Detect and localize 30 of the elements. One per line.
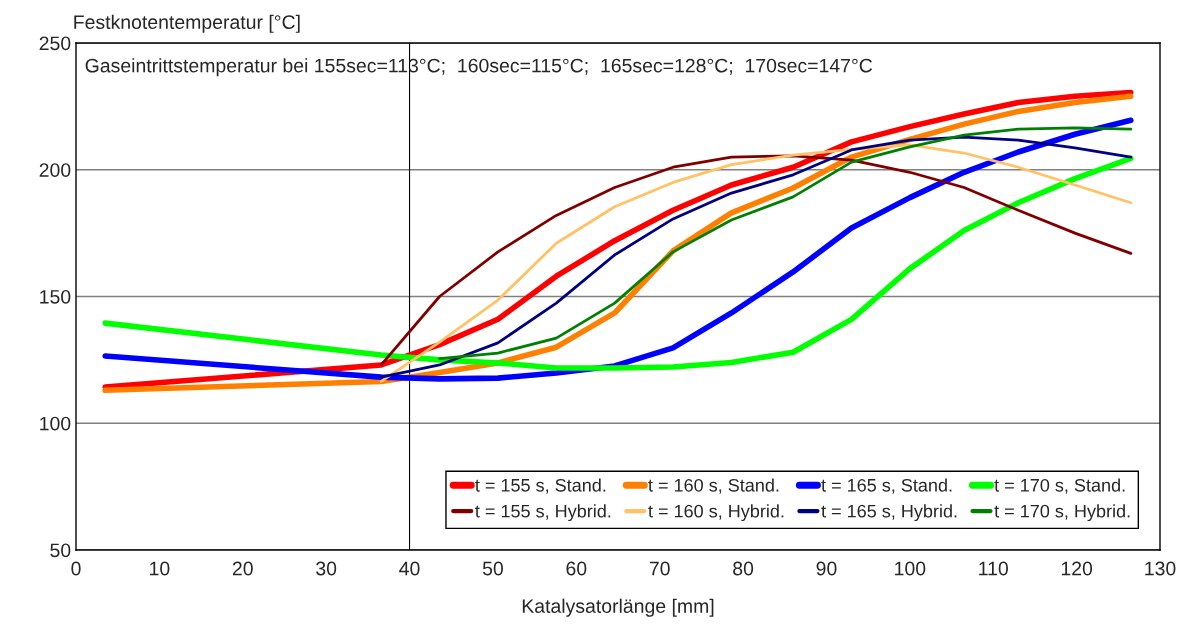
x-tick-label: 60 bbox=[566, 561, 587, 576]
legend-label: t = 170 s, Hybrid. bbox=[994, 504, 1130, 522]
legend-label: t = 165 s, Hybrid. bbox=[821, 504, 957, 522]
x-tick-label: 120 bbox=[1061, 561, 1093, 576]
y-axis-title: Festknotentemperatur [°C] bbox=[74, 14, 300, 33]
y-tick-label: 150 bbox=[40, 289, 71, 304]
x-tick-label: 20 bbox=[232, 561, 253, 576]
legend-label: t = 160 s, Stand. bbox=[648, 478, 779, 494]
legend-label: t = 170 s, Stand. bbox=[994, 478, 1125, 494]
x-tick-label: 80 bbox=[733, 561, 754, 576]
x-tick-label: 30 bbox=[316, 561, 337, 576]
x-tick-label: 100 bbox=[895, 561, 926, 576]
line-series bbox=[438, 126, 1133, 360]
legend-label: t = 160 s, Hybrid. bbox=[648, 504, 784, 522]
x-tick-label: 10 bbox=[150, 561, 170, 576]
x-tick-label: 110 bbox=[979, 561, 1008, 576]
x-axis-title: Katalysatorlänge [mm] bbox=[522, 598, 714, 617]
legend-label: t = 155 s, Hybrid. bbox=[475, 504, 611, 522]
x-tick-label: 0 bbox=[71, 561, 81, 576]
y-tick-label: 250 bbox=[39, 36, 71, 51]
x-tick-label: 70 bbox=[649, 561, 670, 576]
legend-label: t = 165 s, Stand. bbox=[821, 478, 952, 494]
legend-label: t = 155 s, Stand. bbox=[475, 478, 606, 494]
y-tick-label: 100 bbox=[40, 416, 71, 431]
x-tick-label: 50 bbox=[482, 561, 503, 576]
y-tick-label: 200 bbox=[39, 163, 71, 177]
x-tick-label: 90 bbox=[816, 561, 837, 576]
x-tick-label: 40 bbox=[399, 561, 420, 576]
x-tick-label: 130 bbox=[1145, 561, 1176, 576]
y-tick-label: 50 bbox=[50, 543, 71, 558]
